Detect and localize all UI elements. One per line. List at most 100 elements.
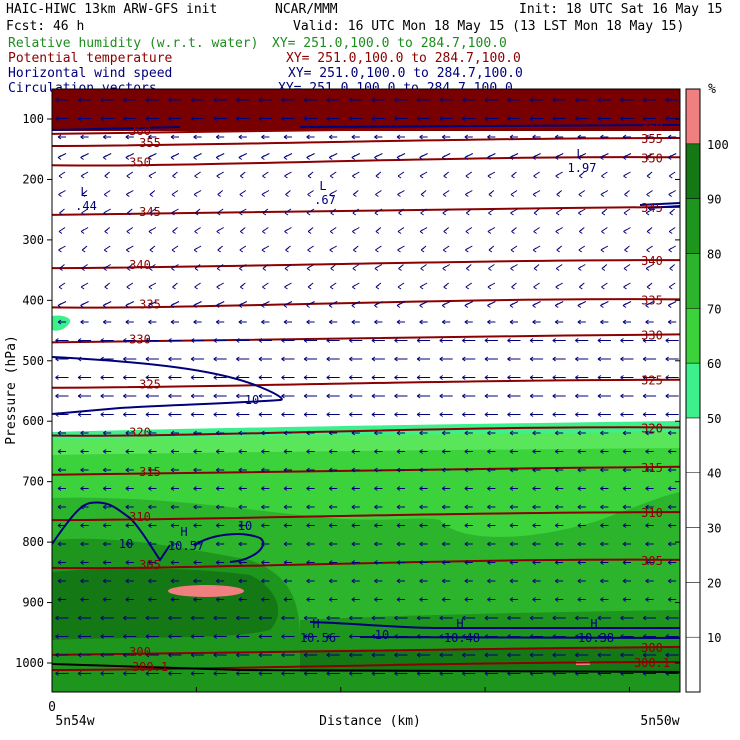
circulation-vector xyxy=(80,578,89,584)
circulation-vector xyxy=(261,319,270,325)
circulation-vector xyxy=(419,467,428,473)
circulation-vector xyxy=(509,449,518,454)
circulation-vector xyxy=(464,319,473,325)
circulation-vector xyxy=(507,375,521,380)
circulation-vector xyxy=(394,412,408,417)
circulation-vector xyxy=(261,504,270,510)
circulation-vector xyxy=(307,171,314,179)
circulation-vector xyxy=(600,560,609,565)
wind-contour-top xyxy=(52,124,680,131)
circulation-vector xyxy=(441,430,451,436)
circulation-vector xyxy=(81,264,88,271)
circulation-vector xyxy=(532,523,541,528)
circulation-vector xyxy=(441,578,451,584)
circulation-vector xyxy=(600,245,609,253)
isentrope-label-right: 310 xyxy=(641,506,663,520)
isentrope-line xyxy=(52,558,680,570)
circulation-vector xyxy=(578,227,585,234)
circulation-vector xyxy=(554,486,564,491)
isentrope-line xyxy=(52,378,680,389)
circulation-vector xyxy=(168,652,182,658)
circulation-vector xyxy=(597,356,611,362)
circulation-vector xyxy=(597,615,611,621)
circulation-vector xyxy=(375,171,382,179)
circulation-vector xyxy=(394,393,408,399)
circulation-vector xyxy=(168,634,182,639)
isentrope-label: 330 xyxy=(129,332,151,346)
rh-band-110 xyxy=(168,585,244,597)
circulation-vector xyxy=(190,634,205,639)
circulation-vector xyxy=(529,412,544,417)
circulation-vector xyxy=(488,208,495,216)
circulation-vector xyxy=(371,634,385,639)
circulation-vector xyxy=(168,393,182,399)
circulation-vector xyxy=(533,227,540,234)
circulation-vector xyxy=(80,301,89,308)
circulation-vector xyxy=(215,541,225,547)
circulation-vector xyxy=(57,467,66,473)
circulation-vector xyxy=(351,541,360,547)
circulation-vector xyxy=(326,393,340,399)
circulation-vector xyxy=(281,671,295,676)
circulation-vector xyxy=(645,319,654,325)
circulation-vector xyxy=(441,319,451,325)
circulation-vector xyxy=(374,319,383,325)
circulation-vector xyxy=(665,375,679,380)
circulation-vector xyxy=(306,301,315,308)
circulation-vector xyxy=(284,264,292,271)
circulation-vector xyxy=(577,597,586,602)
circulation-vector xyxy=(351,486,360,491)
circulation-vector xyxy=(396,430,405,436)
circulation-vector xyxy=(306,560,315,565)
isentrope-label: 320 xyxy=(129,425,151,439)
circulation-vector xyxy=(238,597,247,602)
circulation-vector xyxy=(667,301,677,308)
circulation-vector xyxy=(371,97,385,103)
circulation-vector xyxy=(103,190,111,197)
circulation-vector xyxy=(236,652,250,658)
x-right-label: 5n50w xyxy=(640,714,679,729)
circulation-vector xyxy=(464,467,473,473)
circulation-vector xyxy=(397,227,405,234)
circulation-vector xyxy=(620,615,634,621)
isentrope-label: 300.1 xyxy=(132,660,168,674)
circulation-vector xyxy=(374,134,383,140)
circulation-vector xyxy=(484,356,498,362)
isentrope-label-right: 335 xyxy=(641,293,663,307)
extremum-value: 10.48 xyxy=(444,631,480,645)
circulation-vector xyxy=(349,338,363,343)
circulation-vector xyxy=(624,190,630,197)
circulation-vector xyxy=(148,430,157,436)
circulation-vector xyxy=(507,652,521,658)
circulation-vector xyxy=(464,578,473,584)
circulation-vector xyxy=(285,245,291,253)
circulation-vector xyxy=(80,467,89,473)
circulation-vector xyxy=(419,171,428,179)
circulation-vector xyxy=(258,634,272,639)
circulation-vector xyxy=(575,671,589,676)
circulation-vector xyxy=(55,393,69,399)
circulation-vector xyxy=(488,190,495,197)
circulation-vector xyxy=(190,375,205,380)
circulation-vector xyxy=(509,597,518,602)
circulation-vector xyxy=(420,264,427,271)
circulation-vector xyxy=(55,338,69,343)
circulation-vector xyxy=(396,153,406,160)
extremum-letter: H xyxy=(180,525,187,539)
circulation-vector xyxy=(213,375,227,380)
circulation-vector xyxy=(507,356,521,362)
circulation-vector xyxy=(58,245,66,253)
circulation-vector xyxy=(58,190,66,197)
circulation-vector xyxy=(484,116,498,121)
circulation-vector xyxy=(100,338,114,343)
circulation-vector xyxy=(554,541,564,547)
x-tick-zero: 0 xyxy=(48,700,56,715)
isentrope-line xyxy=(52,259,680,270)
wind-contour-jet xyxy=(52,356,283,415)
circulation-vector xyxy=(529,356,544,362)
circulation-vector xyxy=(80,282,89,290)
circulation-vector xyxy=(487,227,496,234)
circulation-vector xyxy=(215,153,225,160)
circulation-vector xyxy=(170,541,179,547)
circulation-vector xyxy=(238,153,248,160)
